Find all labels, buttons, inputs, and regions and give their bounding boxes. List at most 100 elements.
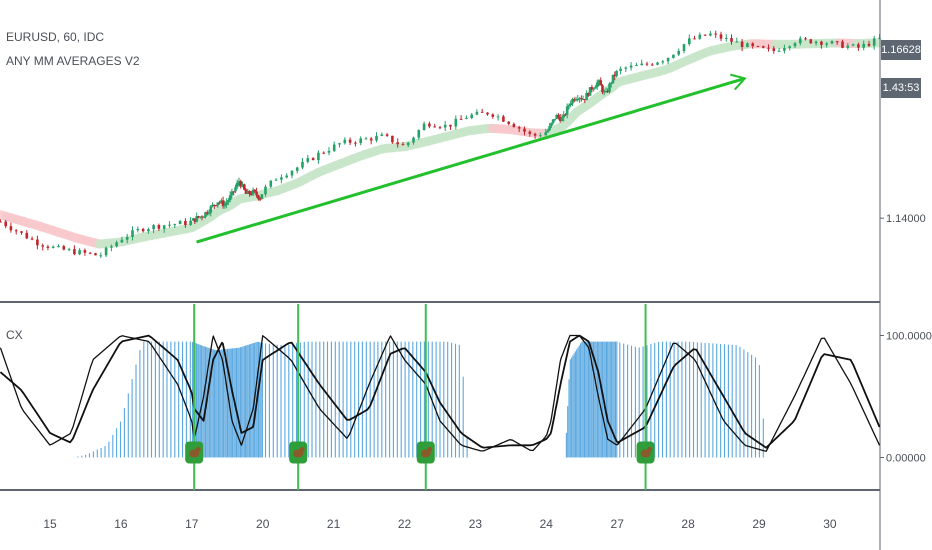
oscillator-pane[interactable] [0,304,881,490]
oscillator-line-fast[interactable] [0,334,881,452]
candle-body[interactable] [851,44,855,46]
candle-body[interactable] [218,202,221,204]
candle-body[interactable] [693,38,696,40]
candle-body[interactable] [677,50,680,55]
candle-body[interactable] [120,239,124,243]
candle-body[interactable] [746,43,749,48]
candle-body[interactable] [322,152,325,154]
candle-body[interactable] [830,41,834,44]
candle-body[interactable] [666,57,670,62]
candle-body[interactable] [380,134,384,136]
candle-body[interactable] [502,116,505,122]
candle-body[interactable] [533,133,537,136]
candle-body[interactable] [225,202,228,205]
candle-body[interactable] [629,65,633,68]
candle-body[interactable] [428,123,431,127]
candle-body[interactable] [672,54,675,58]
candle-body[interactable] [592,88,595,90]
candle-body[interactable] [131,230,134,237]
candle-body[interactable] [251,189,255,195]
candle-body[interactable] [4,221,7,227]
candle-body[interactable] [41,245,44,247]
candle-body[interactable] [241,184,244,187]
candle-body[interactable] [197,216,200,218]
candle-body[interactable] [295,167,299,171]
candle-body[interactable] [14,230,18,232]
candle-body[interactable] [220,200,223,203]
candle-body[interactable] [599,80,602,86]
candle-body[interactable] [0,221,2,223]
candle-body[interactable] [147,229,150,232]
candle-body[interactable] [772,48,776,51]
candle-body[interactable] [200,216,204,218]
candle-body[interactable] [611,74,615,83]
candle-body[interactable] [191,218,195,221]
candle-body[interactable] [635,65,638,67]
candle-body[interactable] [867,43,871,46]
candle-body[interactable] [557,115,560,118]
candle-body[interactable] [793,43,797,47]
candle-body[interactable] [152,225,155,230]
candle-body[interactable] [104,247,108,256]
candle-body[interactable] [396,142,399,145]
candle-body[interactable] [354,142,357,144]
candle-body[interactable] [338,143,341,145]
candle-body[interactable] [232,191,235,193]
candle-body[interactable] [189,220,192,225]
candle-body[interactable] [36,239,39,246]
candle-body[interactable] [615,70,618,77]
candle-body[interactable] [359,138,362,144]
candle-body[interactable] [125,237,129,240]
candle-body[interactable] [184,221,187,225]
candle-body[interactable] [583,99,587,101]
price-pane[interactable] [0,30,884,258]
candle-body[interactable] [809,39,813,44]
candle-body[interactable] [290,171,294,176]
candle-body[interactable] [317,152,320,160]
candle-body[interactable] [564,114,567,116]
candle-body[interactable] [375,135,378,141]
candle-body[interactable] [585,93,588,101]
candle-body[interactable] [725,38,728,39]
candle-body[interactable] [443,124,447,128]
candle-body[interactable] [590,87,594,90]
candle-body[interactable] [260,194,264,200]
candle-body[interactable] [475,111,479,115]
candle-body[interactable] [682,44,686,51]
trend-arrow-head[interactable] [730,73,747,91]
candle-body[interactable] [454,118,458,127]
candle-body[interactable] [578,98,581,100]
candle-body[interactable] [206,212,209,214]
candle-body[interactable] [51,246,55,248]
candle-body[interactable] [604,91,608,93]
candle-body[interactable] [857,44,860,48]
candle-body[interactable] [872,38,876,46]
candle-body[interactable] [573,99,576,101]
candle-body[interactable] [597,80,601,83]
candle-body[interactable] [285,175,288,178]
candle-body[interactable] [820,41,823,45]
candle-body[interactable] [401,144,405,146]
candle-body[interactable] [719,34,723,39]
candle-body[interactable] [369,138,373,141]
candle-body[interactable] [306,158,310,162]
candle-body[interactable] [762,46,765,48]
candle-body[interactable] [480,111,484,113]
candle-body[interactable] [562,114,565,118]
candle-body[interactable] [73,249,76,255]
candle-body[interactable] [157,225,161,229]
candle-body[interactable] [608,83,611,92]
candle-body[interactable] [595,82,599,88]
candle-body[interactable] [507,121,510,124]
candle-body[interactable] [523,128,526,132]
candle-body[interactable] [601,85,604,93]
candle-body[interactable] [264,186,267,195]
candle-body[interactable] [788,46,791,48]
candle-body[interactable] [576,98,580,100]
lower-pane-label[interactable]: CX [6,328,23,342]
candle-body[interactable] [258,198,262,200]
trend-arrow-line[interactable] [196,76,746,244]
candle-body[interactable] [9,226,13,231]
candle-body[interactable] [25,232,29,239]
candle-body[interactable] [20,231,23,233]
